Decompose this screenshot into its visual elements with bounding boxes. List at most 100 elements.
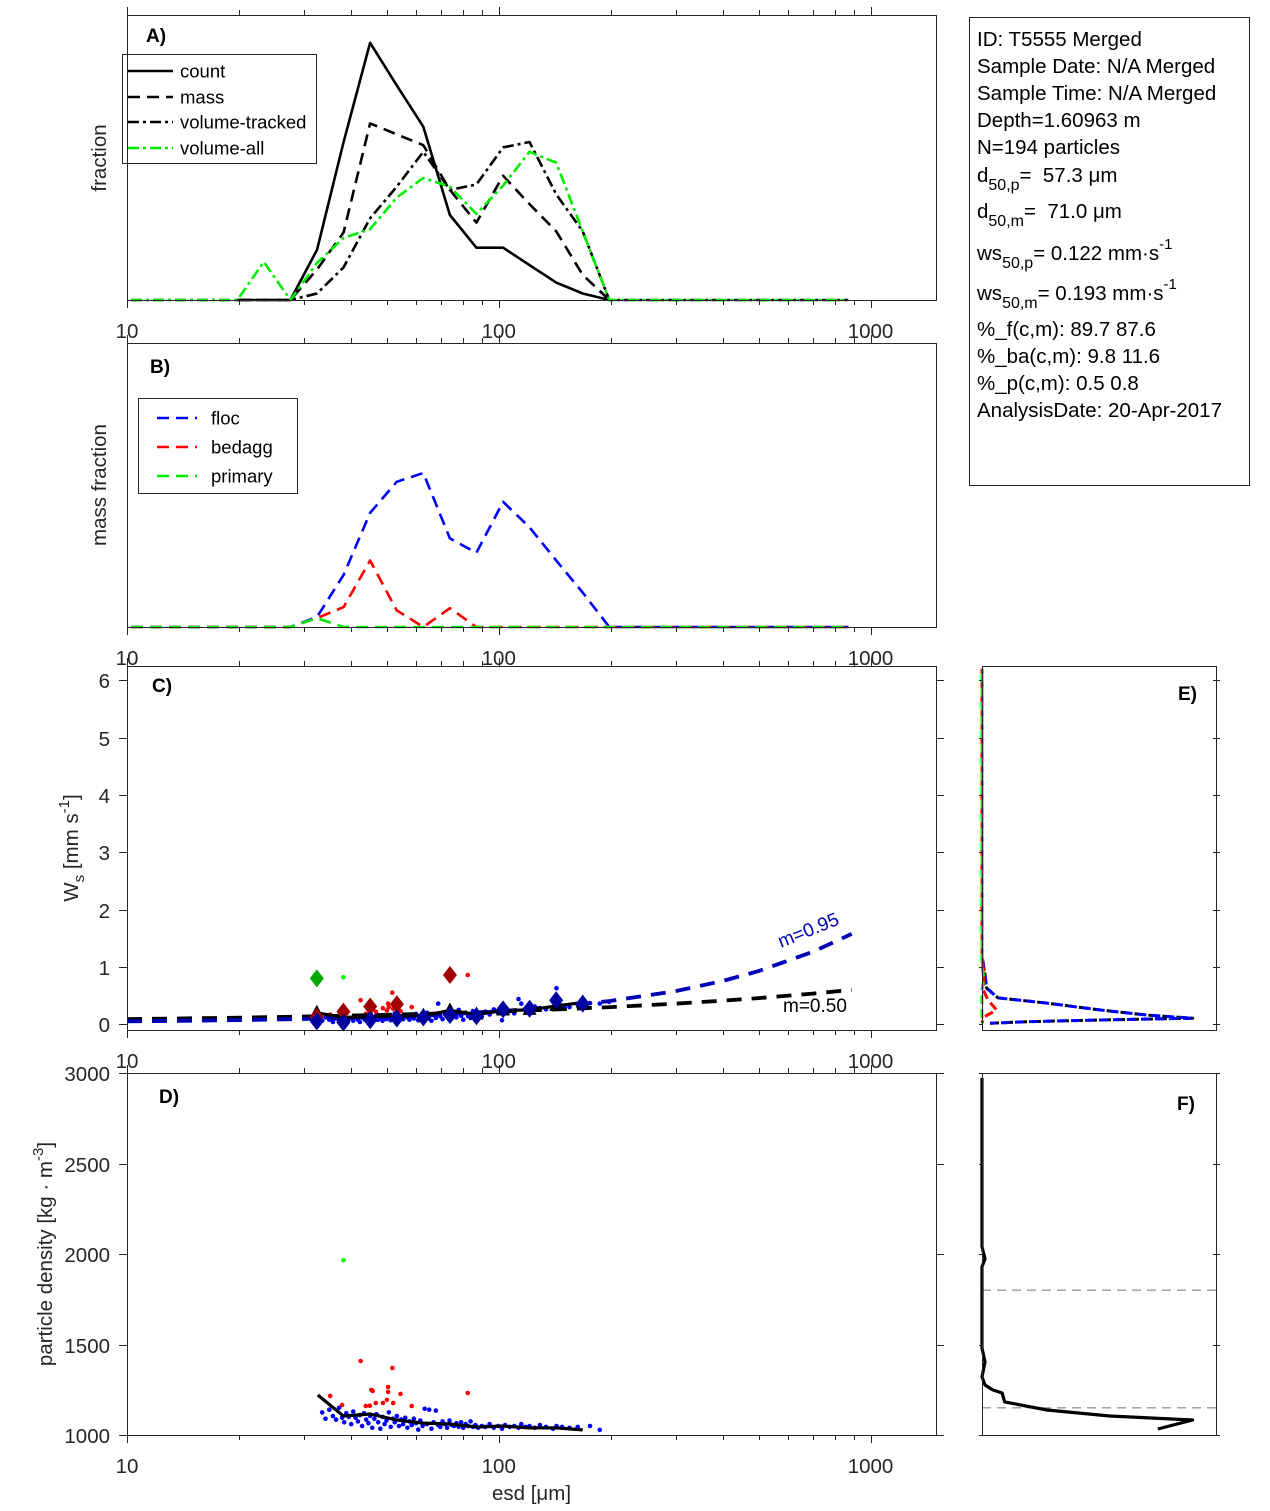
panel-f: F)	[979, 1073, 1220, 1436]
scatter-point-floc	[426, 1407, 432, 1412]
scatter-point-floc	[341, 1420, 347, 1425]
info-ws50-m-subscript: 50,m	[1002, 295, 1038, 312]
info-d50-p-symbol: d	[977, 164, 988, 187]
scatter-point-bedagg	[363, 1403, 369, 1409]
y-tick-label: 2500	[64, 1154, 110, 1177]
scatter-point-floc	[519, 1001, 524, 1006]
scatter-point-primary	[341, 975, 346, 980]
y-axis	[979, 680, 1220, 1025]
legend-item-count: count	[128, 61, 225, 82]
scatter-point-bedagg	[390, 990, 395, 995]
scatter-point-floc	[409, 1422, 415, 1428]
scatter-point-floc	[499, 1018, 505, 1023]
y-axis-label-end: ]	[60, 794, 83, 800]
scatter-point-floc	[400, 1421, 406, 1427]
y-tick-label: 1	[99, 957, 110, 980]
y-tick-label: 0	[99, 1014, 110, 1037]
median-diamond-floc	[442, 1006, 457, 1025]
info-sample-time: Sample Time: N/A Merged	[977, 82, 1216, 105]
y-tick-label: 2000	[64, 1244, 110, 1267]
y-axis-label-superscript: -3	[30, 1148, 47, 1161]
scatter-point-bedagg	[358, 997, 363, 1003]
legend: count mass volume-tracked volume-all	[122, 54, 317, 164]
x-tick-label: 100	[482, 1050, 516, 1073]
info-particle-count: N=194 particles	[977, 136, 1120, 159]
scatter-point-floc	[348, 1421, 354, 1427]
median-diamond-floc	[522, 999, 537, 1018]
scatter-point-floc	[319, 1410, 325, 1415]
scatter-point-bedagg	[370, 1388, 376, 1394]
median-diamond-bedagg	[389, 995, 404, 1014]
y-tick-label: 4	[99, 785, 110, 808]
legend-label: mass	[180, 87, 224, 108]
scatter-point-floc	[394, 1413, 400, 1419]
plot-content: m=0.95m=0.50	[126, 909, 853, 1032]
scatter-point-bedagg	[373, 1009, 379, 1014]
legend-label: volume-tracked	[180, 112, 306, 133]
y-tick-label: 1000	[64, 1425, 110, 1448]
plot-area	[127, 666, 936, 1030]
legend-item-volume-tracked: volume-tracked	[128, 112, 306, 133]
x-tick-label: 1000	[848, 1455, 894, 1478]
info-ws50-m-value: = 0.193 mm·s	[1038, 282, 1164, 305]
info-ws50-m-symbol: ws	[976, 282, 1002, 305]
y-axis-label-symbol: W	[60, 882, 83, 902]
median-diamond-bedagg	[363, 997, 378, 1016]
info-d50-m: d50,m= 71.0 μm	[977, 200, 1122, 230]
scatter-point-bedagg	[386, 1004, 392, 1010]
scatter-point-floc	[405, 1425, 410, 1431]
scatter-point-floc	[554, 985, 559, 991]
scatter-point-bedagg	[384, 1397, 390, 1403]
scatter-point-floc	[378, 1426, 383, 1431]
median-diamond-bedagg	[336, 1002, 351, 1021]
scatter-point-floc	[402, 1415, 408, 1421]
info-ws50-p-symbol: ws	[976, 242, 1002, 265]
scatter-point-floc	[461, 1017, 466, 1022]
median-diamond-floc	[389, 1009, 404, 1028]
x-tick-label: 100	[482, 647, 516, 670]
scatter-point-bedagg	[373, 1400, 379, 1406]
info-ws50-p-subscript: 50,p	[1002, 255, 1033, 272]
y-axis-label-subscript: s	[71, 875, 88, 883]
scatter-point-floc	[327, 1407, 332, 1412]
y-axis-label-text: [mm s	[60, 813, 83, 875]
scatter-point-floc	[382, 1421, 387, 1427]
panel-label-a: A)	[146, 26, 166, 47]
median-line-all	[316, 1393, 583, 1432]
info-depth: Depth=1.60963 m	[977, 109, 1141, 132]
legend-label: bedagg	[211, 437, 273, 458]
scatter-point-bedagg	[367, 1403, 373, 1408]
scatter-point-floc	[438, 1424, 443, 1430]
median-diamond-floc	[416, 1008, 431, 1027]
x-axis: 10 100 1000	[116, 335, 894, 670]
info-d50-p-value: = 57.3 μm	[1020, 164, 1118, 187]
info-box: ID: T5555 Merged Sample Date: N/A Merged…	[969, 17, 1250, 486]
median-diamond-floc	[549, 991, 564, 1010]
scatter-point-floc	[587, 1423, 593, 1429]
scatter-point-floc	[380, 1018, 385, 1024]
median-diamond-floc	[469, 1007, 484, 1026]
scatter-point-floc	[330, 1413, 336, 1419]
y-axis-label: mass fraction	[88, 424, 111, 546]
x-tick-label: 1000	[848, 647, 894, 670]
x-axis: 10 100 1000	[116, 1065, 894, 1478]
panel-e: E)	[979, 666, 1220, 1031]
plot-area	[982, 1073, 1216, 1435]
legend-label: floc	[211, 408, 240, 429]
panel-label-e: E)	[1178, 684, 1197, 705]
panel-label-f: F)	[1177, 1094, 1195, 1115]
scatter-point-bedagg	[465, 1390, 471, 1396]
info-box-frame	[969, 17, 1250, 486]
scatter-point-floc	[519, 1421, 524, 1427]
legend-item-volume-all: volume-all	[128, 138, 264, 159]
legend: floc bedagg primary	[138, 398, 298, 494]
y-axis	[979, 1073, 1220, 1436]
series-count-line	[237, 41, 610, 302]
plot-content	[316, 1258, 603, 1433]
scatter-point-floc	[372, 1416, 377, 1421]
scatter-point-floc	[333, 1417, 339, 1422]
axes-frame	[127, 343, 937, 628]
